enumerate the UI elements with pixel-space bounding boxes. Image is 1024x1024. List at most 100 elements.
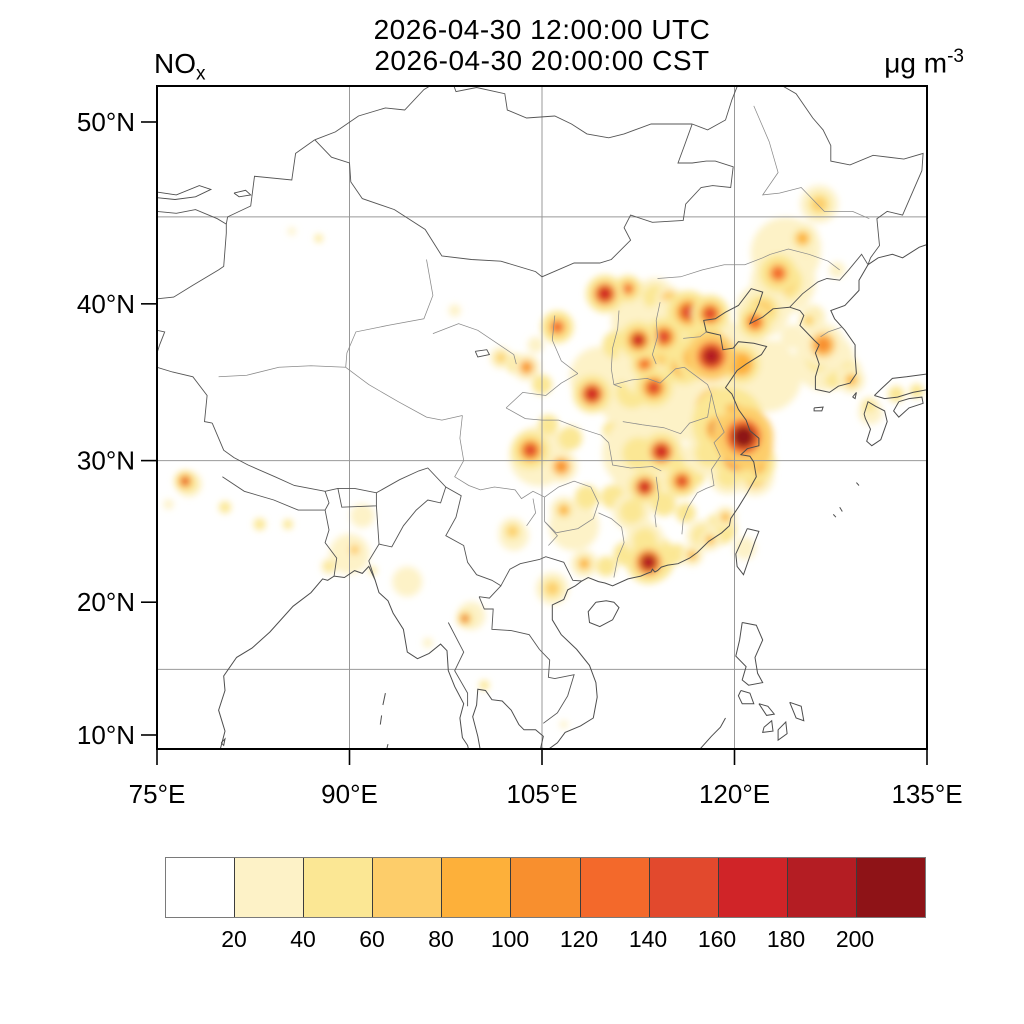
coastline (737, 690, 755, 705)
heat-blob (623, 283, 633, 294)
coastline (218, 565, 469, 749)
heat-blob (771, 266, 786, 281)
province-border (657, 253, 771, 279)
country-border (479, 585, 502, 599)
colorbar-cell-10 (787, 858, 857, 917)
plot-title: 2026-04-30 12:00:00 UTC 2026-04-30 20:00… (157, 14, 927, 76)
country-border (478, 596, 575, 724)
colorbar-cell-3 (304, 858, 374, 917)
province-border (345, 366, 463, 421)
heat-blob (496, 353, 505, 362)
heat-blob (324, 561, 334, 572)
coastline (735, 622, 764, 686)
heat-blob (392, 566, 423, 597)
province-border (526, 498, 536, 527)
lat-tick-label: 20°N (77, 587, 135, 617)
province-border (505, 407, 609, 443)
units-label-superscript: -3 (947, 46, 964, 67)
colorbar-tick-label: 200 (835, 926, 875, 952)
heat-blob (462, 615, 468, 622)
province-border (770, 248, 840, 271)
heat-blob (559, 720, 568, 729)
colorbar-tick-label: 120 (559, 926, 599, 952)
heat-blob (523, 443, 538, 458)
axis-labels: 50°N 40°N 30°N 20°N 10°N 75°E 90°E 105°E 120°E 13… (77, 107, 963, 809)
heat-blob (638, 481, 651, 493)
heat-blob (287, 227, 296, 236)
lon-tick-label: 135°E (891, 779, 962, 809)
heat-blob (314, 234, 323, 243)
lake-outline (157, 185, 213, 200)
province-border (432, 323, 517, 365)
heat-blob (181, 477, 190, 486)
coastline (852, 392, 857, 400)
lat-tick-label: 30°N (77, 446, 135, 476)
map-area (156, 85, 928, 750)
province-border (753, 105, 870, 220)
province-border (610, 310, 622, 389)
colorbar-cell-1 (166, 858, 236, 917)
coastline (874, 373, 927, 400)
heat-blob (219, 501, 231, 514)
country-border (222, 476, 330, 511)
province-border (608, 442, 662, 472)
units-label-base: μg m (884, 47, 948, 79)
heat-blob (654, 444, 669, 459)
colorbar-tick-label: 20 (221, 926, 247, 952)
colorbar-cell-7 (580, 858, 650, 917)
province-border (622, 393, 712, 435)
heat-blob (163, 499, 174, 510)
heat-blob (597, 286, 612, 301)
lon-tick-label: 120°E (699, 779, 770, 809)
heat-blob (631, 333, 646, 348)
coastline (813, 406, 824, 412)
colorbar-cell-8 (649, 858, 719, 917)
country-border (324, 510, 338, 577)
country-border (368, 505, 380, 581)
heat-blob (815, 336, 832, 353)
country-border (157, 209, 227, 225)
heat-blob (909, 383, 924, 398)
graticule (157, 86, 927, 749)
lat-tick-label: 10°N (77, 720, 135, 750)
colorbar-tick-label: 140 (628, 926, 668, 952)
province-border (345, 259, 434, 368)
coastline (863, 400, 888, 447)
heat-blob (368, 566, 377, 575)
heat-blob (448, 304, 461, 317)
heat-blob (551, 321, 564, 333)
heat-blob (619, 499, 644, 524)
lon-tick-label: 105°E (506, 779, 577, 809)
heat-blob (555, 460, 568, 473)
heat-blob (675, 475, 688, 488)
province-border (613, 366, 685, 385)
coastline (777, 720, 788, 742)
plot-title-line2: 2026-04-30 20:00:00 CST (374, 45, 710, 76)
coastline (382, 692, 386, 706)
lake-outline (474, 349, 491, 358)
country-border (337, 488, 377, 508)
country-border (453, 86, 693, 139)
colorbar-cell-5 (442, 858, 512, 917)
colorbar-tick-label: 80 (428, 926, 454, 952)
heat-blob (812, 197, 827, 212)
country-border (447, 622, 469, 707)
province-border (820, 326, 843, 338)
colorbar-cell-4 (373, 858, 443, 917)
heat-blob (596, 556, 617, 577)
province-border (454, 415, 545, 500)
heat-blob (639, 359, 650, 370)
coastline (758, 703, 776, 716)
province-border (652, 302, 661, 365)
country-border (157, 366, 213, 424)
colorbar-cell-9 (718, 858, 788, 917)
country-border (378, 486, 447, 548)
heat-blob (640, 554, 657, 571)
colorbar-cell-2 (235, 858, 305, 917)
heat-blob (585, 387, 600, 401)
coastline (735, 528, 760, 576)
coastline (839, 506, 843, 512)
heat-blob (538, 414, 559, 435)
heat-blob (829, 261, 846, 278)
